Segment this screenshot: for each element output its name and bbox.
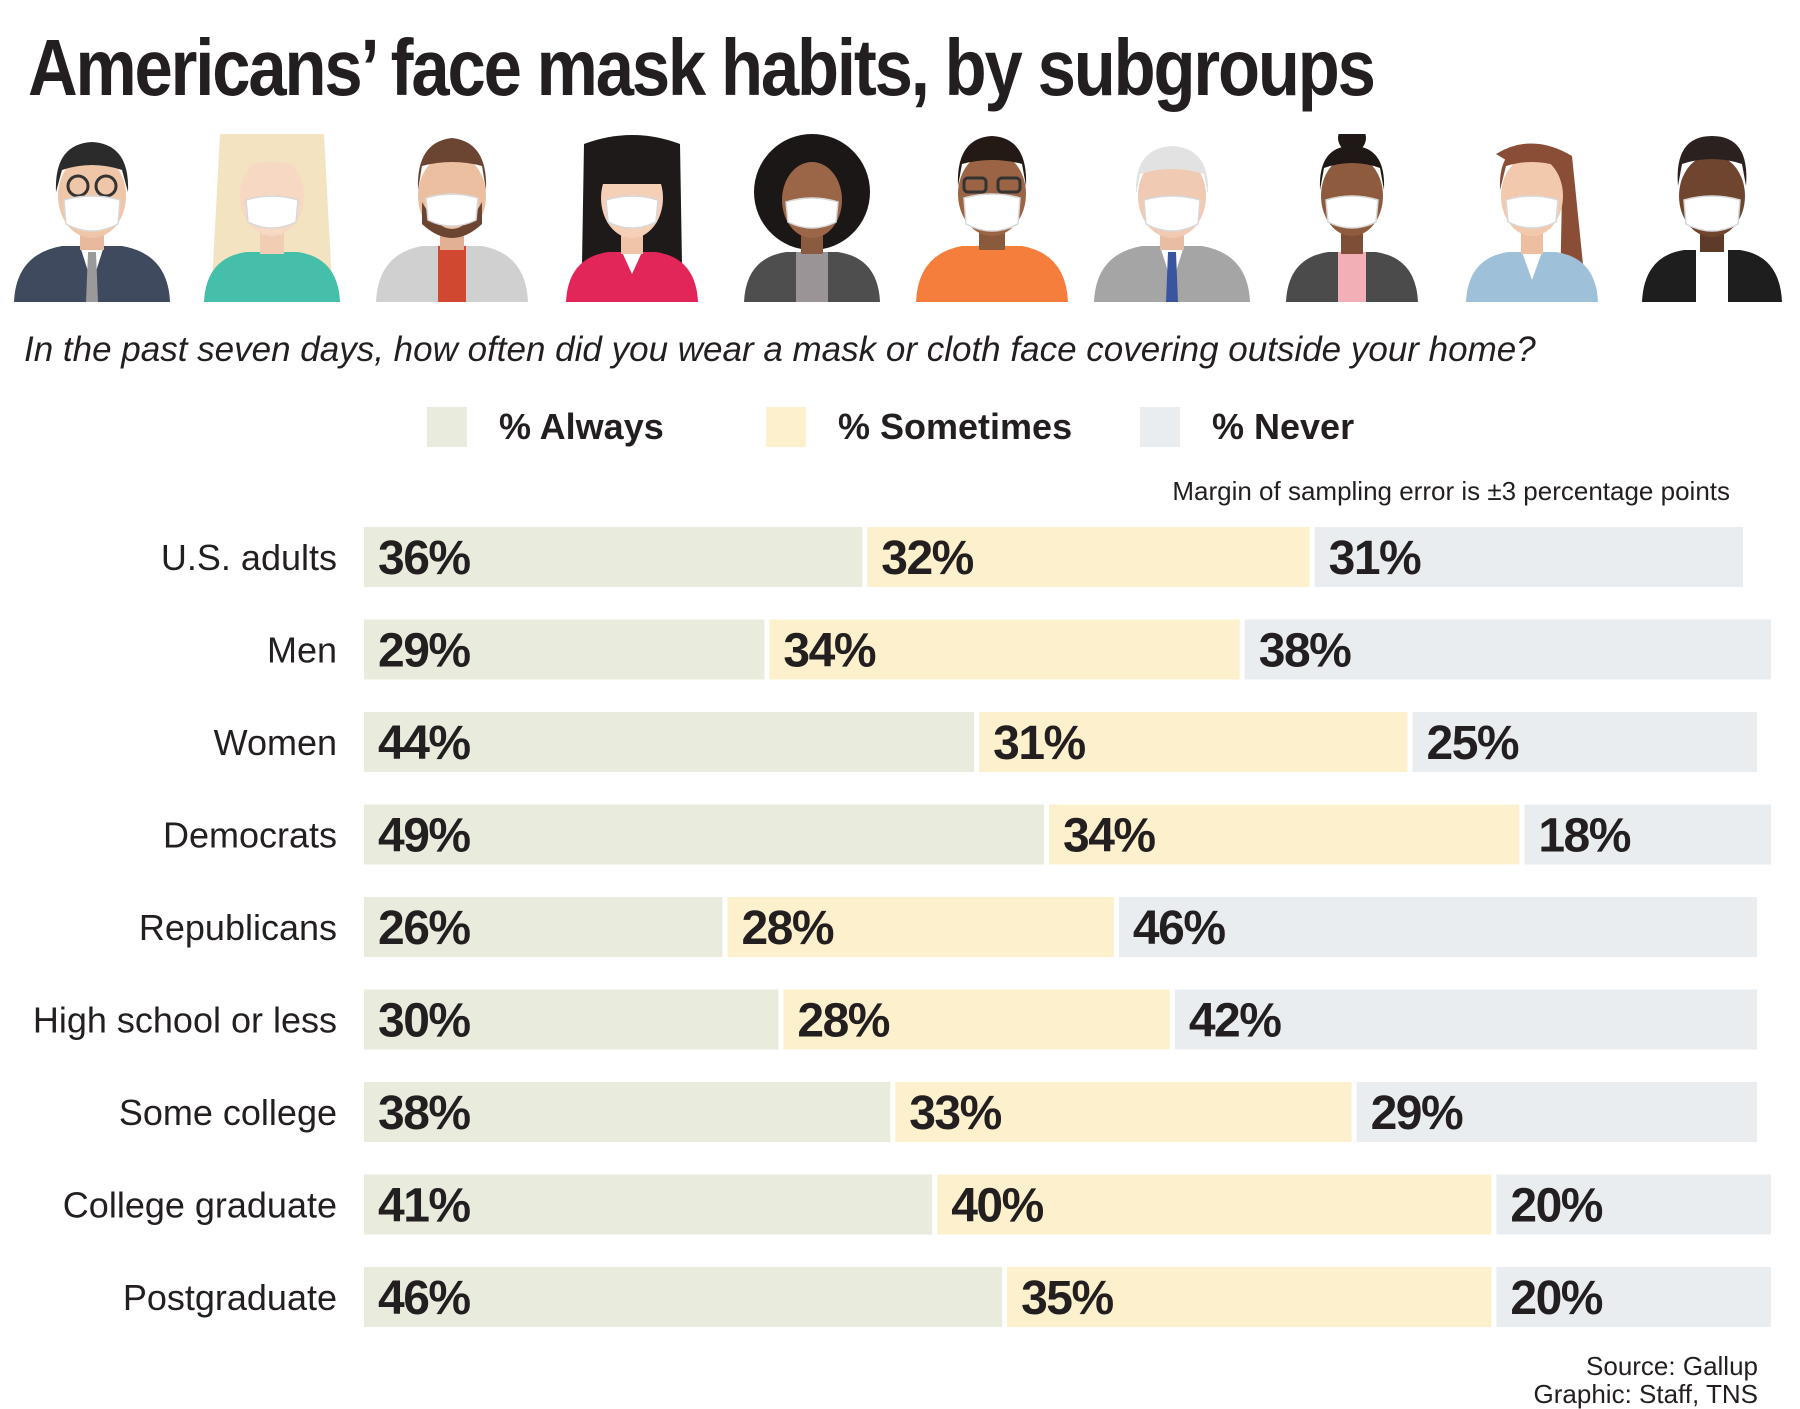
- chart-title: Americans’ face mask habits, by subgroup…: [28, 23, 1376, 112]
- value-label-sometimes-college-graduate: 40%: [951, 1180, 1043, 1233]
- bar-never-some-college: [1356, 1082, 1758, 1142]
- bar-never-women: [1412, 712, 1758, 772]
- bar-always-u-s-adults: [364, 527, 863, 587]
- value-label-never-men: 38%: [1259, 625, 1351, 678]
- face-icon-7: [1094, 146, 1250, 302]
- value-label-always-college-graduate: 41%: [378, 1180, 470, 1233]
- face-icon-10: [1642, 136, 1782, 302]
- value-label-sometimes-u-s-adults: 32%: [881, 532, 973, 585]
- bar-sometimes-college-graduate: [937, 1174, 1492, 1235]
- bar-sometimes-u-s-adults: [867, 527, 1310, 587]
- bar-sometimes-men: [769, 619, 1240, 680]
- bar-never-college-graduate: [1496, 1174, 1771, 1235]
- bar-sometimes-women: [979, 712, 1408, 772]
- legend-swatch-sometimes: [766, 407, 806, 447]
- face-icon-9: [1466, 143, 1598, 302]
- bar-never-high-school-or-less: [1174, 989, 1758, 1050]
- category-label-high-school-or-less: High school or less: [33, 1000, 337, 1041]
- legend-item-sometimes: % Sometimes: [766, 406, 1072, 448]
- survey-question: In the past seven days, how often did yo…: [24, 330, 1536, 369]
- bar-never-democrats: [1524, 804, 1771, 865]
- legend-label-always: % Always: [499, 406, 664, 447]
- legend-item-always: % Always: [427, 406, 664, 448]
- value-label-sometimes-postgraduate: 35%: [1021, 1272, 1113, 1325]
- graphic-credit-line: Graphic: Staff, TNS: [1533, 1379, 1758, 1409]
- value-label-sometimes-some-college: 33%: [909, 1087, 1001, 1140]
- value-label-sometimes-high-school-or-less: 28%: [797, 995, 889, 1048]
- value-label-never-u-s-adults: 31%: [1329, 532, 1421, 585]
- value-label-sometimes-men: 34%: [783, 625, 875, 678]
- category-label-college-graduate: College graduate: [63, 1185, 337, 1226]
- bar-sometimes-some-college: [895, 1082, 1352, 1142]
- bar-sometimes-democrats: [1049, 804, 1520, 865]
- face-icon-3: [376, 138, 528, 302]
- bar-never-republicans: [1118, 897, 1758, 957]
- value-label-sometimes-republicans: 28%: [741, 902, 833, 955]
- legend-swatch-always: [427, 407, 467, 447]
- face-icon-1: [14, 142, 170, 302]
- value-label-always-some-college: 38%: [378, 1087, 470, 1140]
- bar-always-high-school-or-less: [364, 989, 779, 1050]
- margin-of-error-note: Margin of sampling error is ±3 percentag…: [1172, 476, 1730, 506]
- value-label-always-republicans: 26%: [378, 902, 470, 955]
- bar-always-republicans: [364, 897, 723, 957]
- face-illustrations: [14, 134, 1782, 302]
- bar-always-democrats: [364, 804, 1045, 865]
- bar-sometimes-republicans: [727, 897, 1114, 957]
- category-label-men: Men: [267, 630, 337, 671]
- value-label-sometimes-democrats: 34%: [1063, 810, 1155, 863]
- face-icon-4: [566, 135, 698, 302]
- category-label-women: Women: [214, 722, 337, 763]
- value-label-never-college-graduate: 20%: [1510, 1180, 1602, 1233]
- value-label-sometimes-women: 31%: [993, 717, 1085, 770]
- value-label-always-u-s-adults: 36%: [378, 532, 470, 585]
- bar-always-college-graduate: [364, 1174, 933, 1235]
- bar-sometimes-postgraduate: [1007, 1267, 1492, 1327]
- face-icon-8: [1286, 134, 1418, 302]
- value-label-always-postgraduate: 46%: [378, 1272, 470, 1325]
- value-label-always-women: 44%: [378, 717, 470, 770]
- value-label-never-democrats: 18%: [1538, 810, 1630, 863]
- legend: % Always % Sometimes % Never: [0, 406, 1800, 452]
- bar-never-u-s-adults: [1314, 527, 1744, 587]
- legend-swatch-never: [1140, 407, 1180, 447]
- bar-always-men: [364, 619, 765, 680]
- value-label-never-some-college: 29%: [1371, 1087, 1463, 1140]
- value-label-never-republicans: 46%: [1133, 902, 1225, 955]
- legend-label-never: % Never: [1212, 406, 1355, 447]
- legend-label-sometimes: % Sometimes: [838, 406, 1073, 447]
- category-label-some-college: Some college: [119, 1092, 337, 1133]
- bar-always-postgraduate: [364, 1267, 1003, 1327]
- category-label-u-s-adults: U.S. adults: [161, 537, 337, 578]
- source-line: Source: Gallup: [1586, 1351, 1758, 1381]
- value-label-always-high-school-or-less: 30%: [378, 995, 470, 1048]
- value-label-never-women: 25%: [1427, 717, 1519, 770]
- face-icon-2: [204, 134, 340, 302]
- category-label-democrats: Democrats: [163, 815, 337, 856]
- face-icon-6: [916, 136, 1068, 302]
- value-label-always-men: 29%: [378, 625, 470, 678]
- category-label-postgraduate: Postgraduate: [123, 1277, 337, 1318]
- value-label-never-high-school-or-less: 42%: [1189, 995, 1281, 1048]
- legend-item-never: % Never: [1140, 406, 1354, 448]
- value-label-never-postgraduate: 20%: [1510, 1272, 1602, 1325]
- bar-always-women: [364, 712, 975, 772]
- face-icon-5: [744, 134, 880, 302]
- category-label-republicans: Republicans: [139, 907, 337, 948]
- bar-always-some-college: [364, 1082, 891, 1142]
- bar-never-men: [1244, 619, 1771, 680]
- value-label-always-democrats: 49%: [378, 810, 470, 863]
- bar-never-postgraduate: [1496, 1267, 1771, 1327]
- source-credit: Source: Gallup Graphic: Staff, TNS: [1534, 1352, 1758, 1408]
- bar-sometimes-high-school-or-less: [783, 989, 1170, 1050]
